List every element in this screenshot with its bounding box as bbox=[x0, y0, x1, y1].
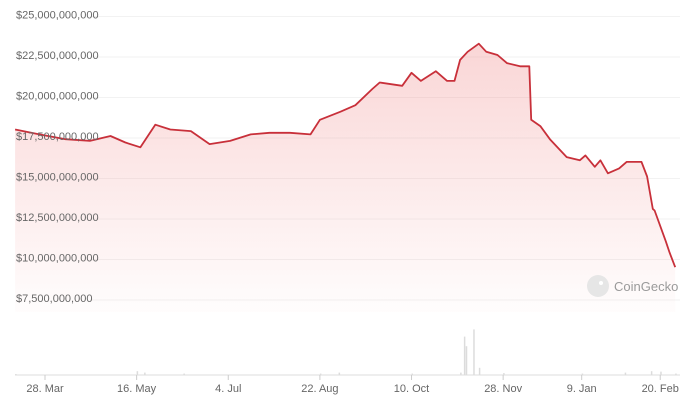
x-tick-label: 22. Aug bbox=[301, 383, 338, 395]
x-tick-label: 9. Jan bbox=[567, 383, 597, 395]
y-tick-label: $7,500,000,000 bbox=[16, 293, 92, 305]
volume-bar bbox=[503, 373, 505, 375]
volume-bar bbox=[473, 329, 475, 375]
y-tick-label: $10,000,000,000 bbox=[16, 253, 99, 265]
volume-bar bbox=[624, 372, 627, 375]
y-tick-label: $22,500,000,000 bbox=[16, 50, 99, 62]
volume-bar bbox=[650, 371, 653, 375]
volume-bars bbox=[15, 329, 677, 375]
volume-bar bbox=[319, 373, 322, 375]
x-tick-label: 28. Mar bbox=[26, 383, 64, 395]
volume-bar bbox=[411, 373, 414, 375]
volume-bar bbox=[144, 372, 146, 375]
coingecko-watermark: CoinGecko bbox=[587, 275, 678, 297]
x-tick-label: 4. Jul bbox=[215, 383, 241, 395]
area-fill bbox=[15, 43, 676, 312]
x-tick-label: 20. Feb bbox=[642, 383, 679, 395]
y-tick-label: $12,500,000,000 bbox=[16, 212, 99, 224]
volume-bar bbox=[338, 372, 341, 375]
watermark-text: CoinGecko bbox=[614, 279, 678, 294]
volume-bar bbox=[675, 373, 677, 375]
volume-bar bbox=[660, 371, 662, 375]
y-tick-label: $17,500,000,000 bbox=[16, 131, 99, 143]
volume-bar bbox=[136, 371, 139, 375]
volume-bar bbox=[465, 346, 468, 375]
gecko-logo-icon bbox=[587, 275, 609, 297]
volume-bar bbox=[463, 336, 466, 375]
x-tick-label: 28. Nov bbox=[484, 383, 522, 395]
x-axis: 28. Mar 16. May 4. Jul 22. Aug 10. Oct 28. No… bbox=[26, 375, 679, 395]
y-tick-label: $15,000,000,000 bbox=[16, 172, 99, 184]
volume-bar bbox=[183, 373, 185, 375]
y-axis: $7,500,000,000 $10,000,000,000 $12,500,000… bbox=[16, 10, 99, 306]
y-tick-label: $25,000,000,000 bbox=[16, 10, 99, 22]
series-line bbox=[14, 42, 677, 268]
x-tick-label: 10. Oct bbox=[394, 383, 429, 395]
volume-bar bbox=[581, 373, 584, 375]
x-tick-label: 16. May bbox=[117, 383, 157, 395]
y-tick-label: $20,000,000,000 bbox=[16, 91, 99, 103]
volume-bar bbox=[460, 372, 462, 375]
volume-bar bbox=[478, 367, 481, 375]
